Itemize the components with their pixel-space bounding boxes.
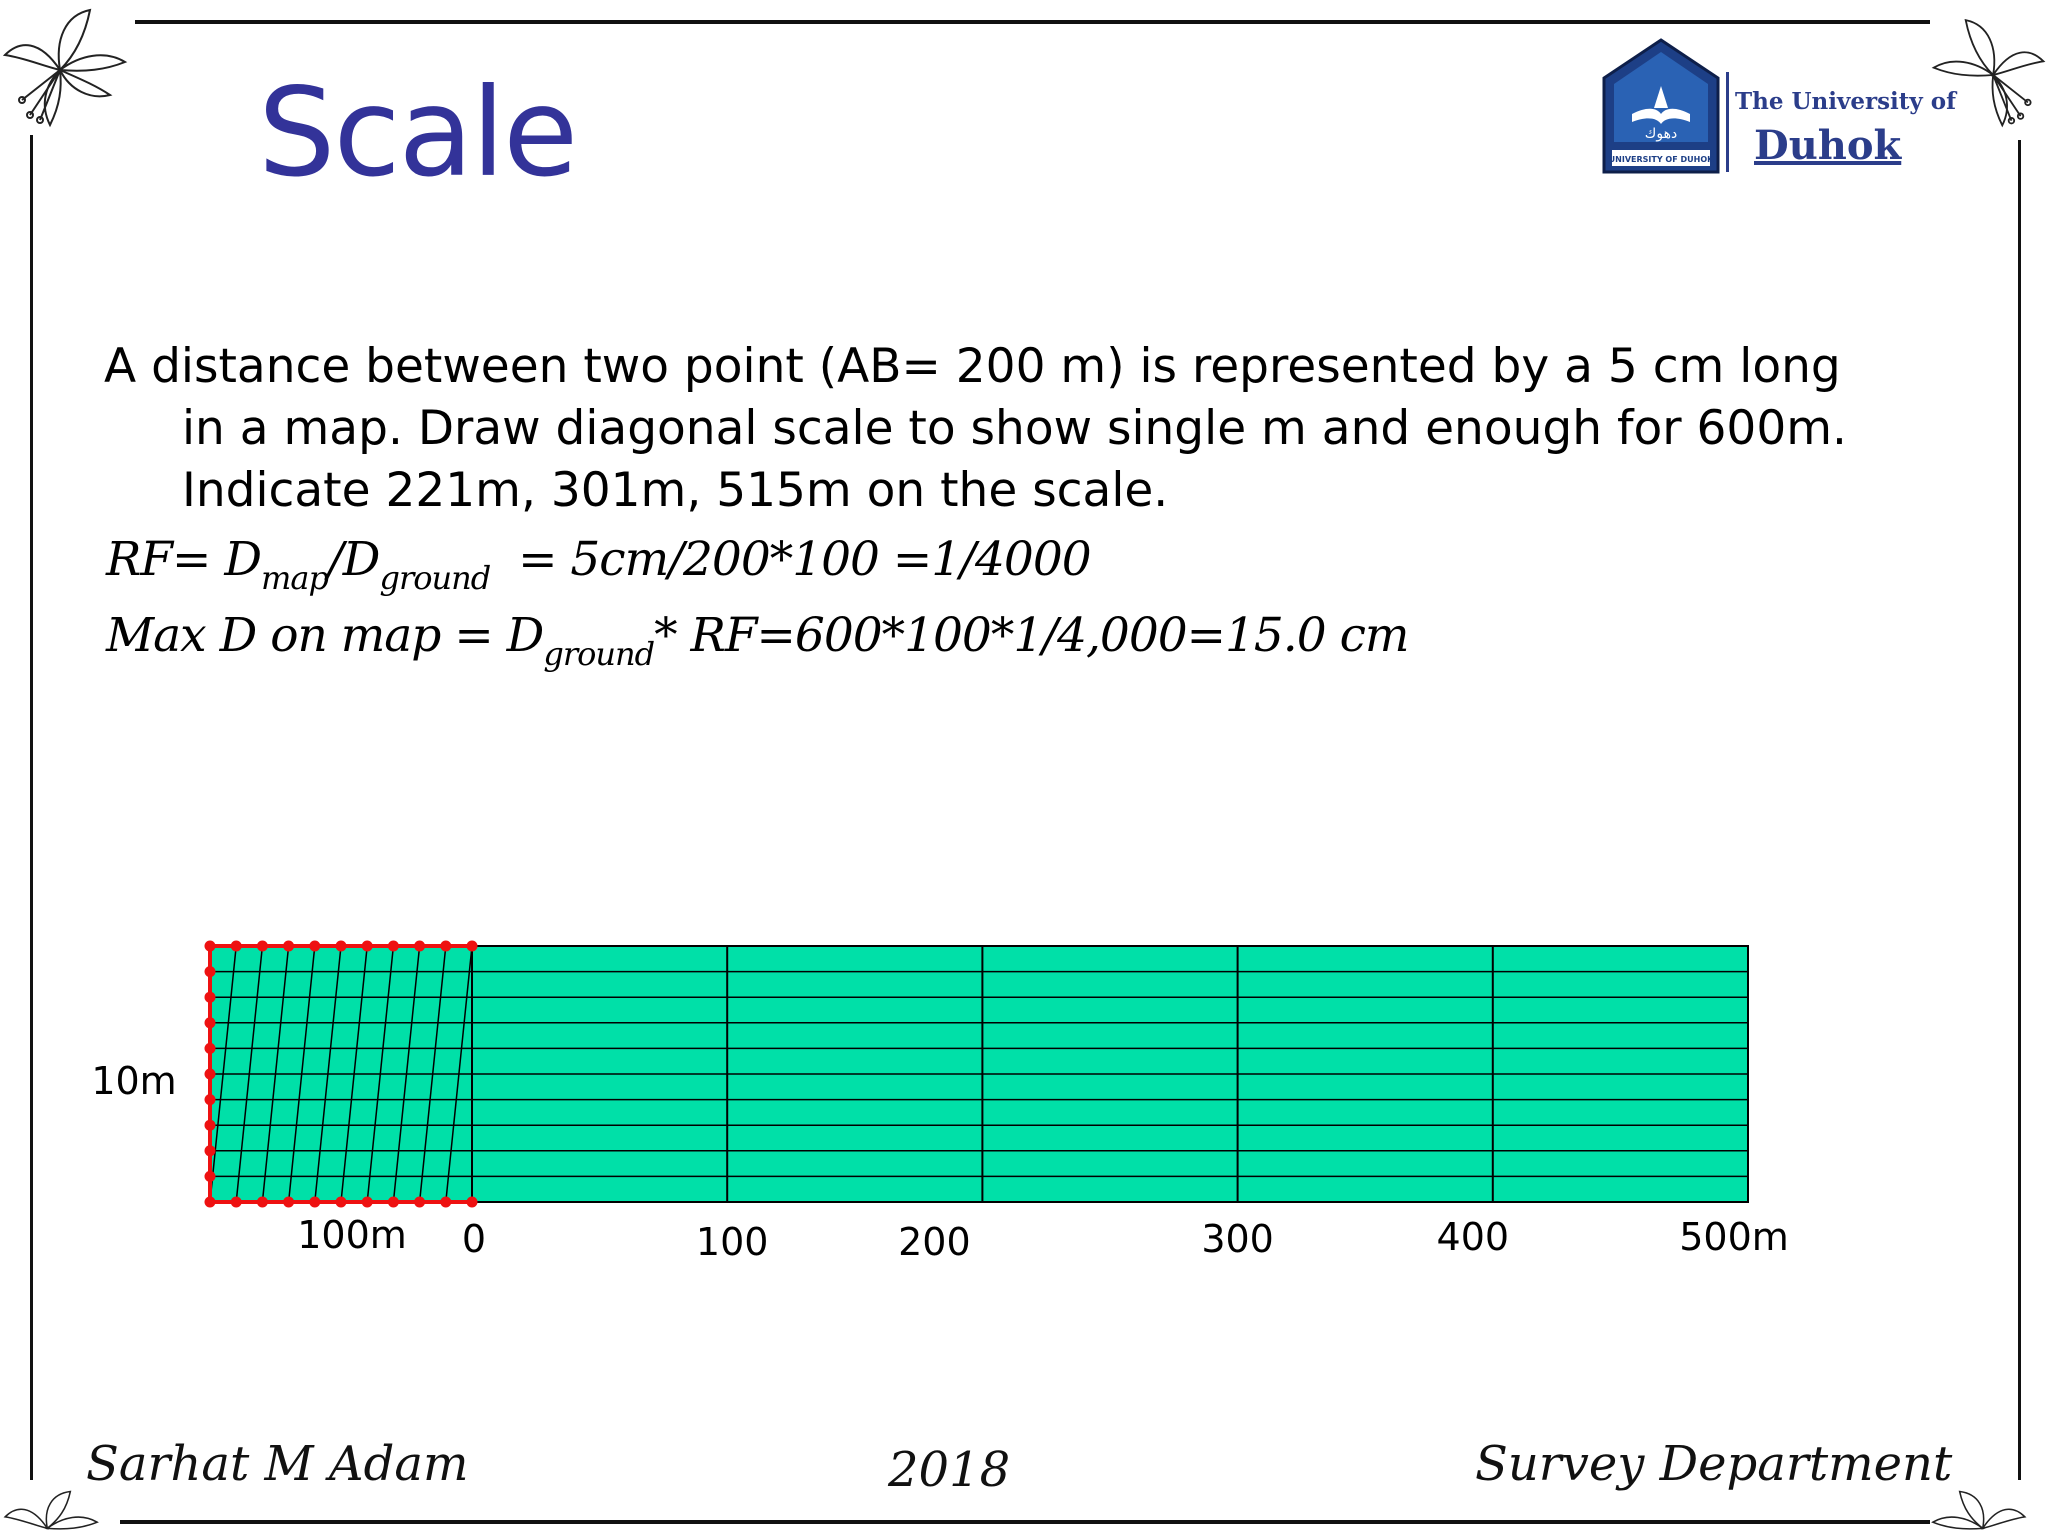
diagonal-point-top	[309, 940, 321, 952]
label-primary-division: 0	[462, 1217, 486, 1261]
diagonal-point-bottom	[309, 1196, 321, 1208]
scale-diagonal-line	[366, 945, 395, 1203]
diagonal-point-left	[204, 1145, 216, 1157]
lily-flower-icon	[1931, 1490, 2027, 1530]
diagonal-point-left	[204, 1119, 216, 1131]
maxd-suffix: * RF=600*100*1/4,000=15.0 cm	[654, 608, 1409, 663]
label-primary-division: 300	[1201, 1217, 1274, 1261]
scale-diagonal-line	[418, 945, 447, 1203]
problem-statement: A distance between two point (AB= 200 m)…	[104, 336, 1847, 522]
logo-line2: Duhok	[1754, 122, 1902, 169]
diagonal-point-left	[204, 1068, 216, 1080]
scale-diagonal-line	[209, 945, 237, 1203]
footer-department: Survey Department	[1475, 1436, 1953, 1492]
frame-bottom-border	[120, 1520, 1930, 1524]
rf-sub-ground: ground	[379, 559, 491, 597]
footer-year: 2018	[888, 1442, 1011, 1498]
diagonal-point-left	[204, 1017, 216, 1029]
scale-diagonal-line	[340, 945, 368, 1203]
diagonal-point-top	[414, 940, 426, 952]
diagonal-point-bottom	[440, 1196, 452, 1208]
frame-top-border	[135, 20, 1930, 24]
diagonal-point-bottom	[335, 1196, 347, 1208]
diagonal-point-left	[204, 966, 216, 978]
problem-line: Indicate 221m, 301m, 515m on the scale.	[182, 463, 1169, 518]
diagonal-point-top	[361, 940, 373, 952]
frame-right-border	[2018, 140, 2021, 1480]
label-primary-division: 400	[1437, 1215, 1510, 1259]
badge-arabic-text: دهوك	[1645, 126, 1677, 142]
diagonal-point-top	[204, 940, 216, 952]
diagonal-point-top	[335, 940, 347, 952]
label-primary-division: 100	[696, 1220, 769, 1264]
university-shield-icon: دهوك UNIVERSITY OF DUHOK	[1602, 38, 1720, 174]
university-logo: دهوك UNIVERSITY OF DUHOK The University …	[1602, 38, 1956, 178]
max-distance-formula: Max D on map = Dground* RF=600*100*1/4,0…	[106, 608, 1409, 673]
badge-caption: UNIVERSITY OF DUHOK	[1609, 155, 1714, 164]
diagonal-point-bottom	[283, 1196, 295, 1208]
footer-author: Sarhat M Adam	[86, 1436, 469, 1492]
slide-title: Scale	[258, 62, 578, 204]
logo-line1: The University of	[1735, 88, 1957, 115]
diagonal-point-bottom	[204, 1196, 216, 1208]
diagonal-point-bottom	[387, 1196, 399, 1208]
rf-suffix: = 5cm/200*100 =1/4000	[490, 532, 1092, 587]
diagonal-point-bottom	[466, 1196, 478, 1208]
logo-divider	[1726, 72, 1729, 172]
lily-flower-icon	[3, 1490, 99, 1530]
label-secondary-100m: 100m	[297, 1213, 407, 1257]
lily-flower-icon	[1931, 18, 2046, 128]
diagonal-point-bottom	[230, 1196, 242, 1208]
label-primary-division: 200	[898, 1220, 971, 1264]
lily-flower-icon	[2, 8, 128, 128]
problem-line: A distance between two point (AB= 200 m)…	[104, 339, 1841, 394]
diagonal-point-top	[387, 940, 399, 952]
rf-formula: RF= Dmap/Dground = 5cm/200*100 =1/4000	[106, 532, 1092, 597]
rf-sub-map: map	[261, 559, 329, 597]
diagonal-point-left	[204, 1042, 216, 1054]
scale-diagonal-line	[261, 945, 290, 1203]
diagonal-point-top	[466, 940, 478, 952]
maxd-prefix: Max D on map = D	[106, 608, 544, 663]
diagonal-point-bottom	[361, 1196, 373, 1208]
diagonal-point-top	[230, 940, 242, 952]
diagonal-point-top	[283, 940, 295, 952]
label-vertical-10m: 10m	[91, 1059, 176, 1103]
label-primary-division: 500m	[1679, 1215, 1789, 1259]
frame-left-border	[30, 135, 33, 1480]
diagonal-point-top	[440, 940, 452, 952]
diagonal-point-bottom	[256, 1196, 268, 1208]
rf-mid: /D	[327, 532, 381, 587]
diagonal-point-left	[204, 1170, 216, 1182]
diagonal-point-bottom	[414, 1196, 426, 1208]
scale-diagonal-line	[445, 945, 473, 1203]
diagonal-point-left	[204, 991, 216, 1003]
maxd-sub-ground: ground	[543, 635, 655, 673]
scale-diagonal-line	[314, 945, 342, 1203]
problem-line: in a map. Draw diagonal scale to show si…	[182, 401, 1847, 456]
rf-prefix: RF= D	[106, 532, 262, 587]
scale-diagonal-line	[235, 945, 264, 1203]
scale-diagonal-line	[287, 945, 316, 1203]
diagonal-point-top	[256, 940, 268, 952]
scale-diagonal-line	[392, 945, 421, 1203]
diagonal-point-left	[204, 1094, 216, 1106]
